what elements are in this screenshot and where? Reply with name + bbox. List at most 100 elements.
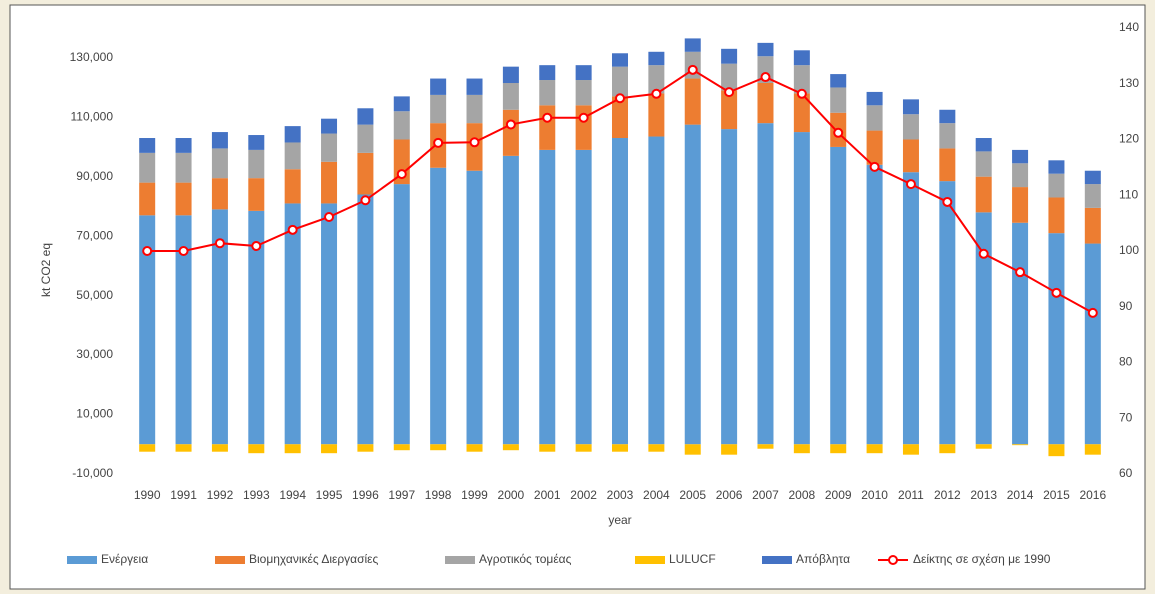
bar-segment	[1048, 233, 1065, 445]
x-tick-label: 1999	[461, 488, 488, 502]
bar-segment	[830, 444, 847, 454]
bar-segment	[539, 444, 556, 452]
bar-segment	[248, 210, 265, 445]
bar-segment	[502, 444, 519, 451]
bar-segment	[684, 444, 701, 455]
bar-segment	[866, 164, 883, 445]
x-tick-label: 1995	[316, 488, 343, 502]
bar-segment	[721, 48, 738, 64]
bar-segment	[721, 129, 738, 445]
bar-segment	[975, 444, 992, 449]
line-marker	[324, 211, 335, 222]
bar-segment	[393, 444, 410, 451]
bar-segment	[757, 123, 774, 445]
line-marker	[796, 88, 807, 99]
bar-segment	[1012, 187, 1029, 223]
bar-segment	[1084, 207, 1101, 244]
bar-segment	[793, 444, 810, 454]
line-marker	[1087, 307, 1098, 318]
bar-segment	[902, 444, 919, 455]
line-marker	[251, 240, 262, 251]
bar-segment	[1084, 170, 1101, 185]
bar-segment	[284, 444, 301, 454]
line-marker	[905, 179, 916, 190]
bar-segment	[284, 142, 301, 170]
bar-segment	[902, 172, 919, 445]
bar-segment	[1012, 149, 1029, 164]
x-tick-label: 1994	[279, 488, 306, 502]
bar-segment	[902, 99, 919, 115]
bar-segment	[466, 444, 483, 452]
line-marker	[542, 112, 553, 123]
legend-swatch	[67, 556, 97, 564]
bar-segment	[1084, 243, 1101, 445]
bar-segment	[248, 178, 265, 211]
legend-swatch	[635, 556, 665, 564]
bar-segment	[357, 152, 374, 195]
line-marker	[214, 238, 225, 249]
line-marker	[287, 224, 298, 235]
bar-segment	[684, 78, 701, 125]
bar-segment	[139, 152, 156, 183]
bar-segment	[648, 444, 665, 452]
bar-segment	[321, 161, 338, 204]
line-marker	[615, 93, 625, 104]
bar-segment	[684, 124, 701, 445]
bar-segment	[1048, 444, 1065, 457]
bar-segment	[357, 444, 374, 452]
bar-segment	[248, 149, 265, 179]
bar-segment	[430, 78, 447, 95]
bar-segment	[939, 109, 956, 124]
bar-segment	[466, 170, 483, 445]
legend-marker	[888, 555, 898, 565]
bar-segment	[393, 96, 410, 112]
bar-segment	[648, 93, 665, 137]
y-axis-label: kt CO2 eq	[39, 243, 53, 297]
y-tick-label: 110,000	[71, 109, 114, 123]
bar-segment	[248, 444, 265, 454]
bar-segment	[175, 182, 192, 216]
bar-segment	[139, 138, 156, 153]
bar-segment	[793, 65, 810, 94]
bar-segment	[575, 149, 592, 445]
bar-segment	[1012, 444, 1029, 446]
y2-tick-label: 130	[1119, 76, 1139, 90]
bar-segment	[611, 96, 629, 139]
legend-swatch	[215, 556, 245, 564]
bar-segment	[430, 167, 447, 445]
y2-tick-label: 60	[1119, 466, 1133, 480]
x-tick-label: 2016	[1079, 488, 1106, 502]
bar-segment	[357, 124, 374, 153]
bar-segment	[866, 105, 883, 131]
x-axis-label: year	[608, 513, 631, 527]
bar-segment	[757, 42, 774, 57]
x-tick-label: 2006	[716, 488, 743, 502]
y2-tick-label: 120	[1119, 132, 1139, 146]
line-marker	[1051, 287, 1062, 298]
y-tick-label: 70,000	[76, 228, 113, 242]
bar-segment	[575, 105, 592, 150]
line-marker	[469, 137, 480, 148]
bar-segment	[139, 182, 156, 216]
line-marker	[833, 127, 844, 138]
bar-segment	[757, 83, 774, 124]
x-tick-label: 2011	[898, 488, 924, 502]
x-tick-label: 2009	[825, 488, 852, 502]
bar-segment	[139, 444, 156, 452]
x-tick-label: 2008	[789, 488, 816, 502]
bar-segment	[975, 151, 992, 177]
bar-segment	[902, 114, 919, 140]
bar-segment	[1048, 160, 1065, 174]
bar-segment	[975, 176, 992, 213]
bar-segment	[648, 136, 665, 445]
y2-tick-label: 90	[1119, 299, 1133, 313]
bar-segment	[430, 94, 447, 124]
bar-segment	[866, 130, 883, 165]
bar-segment	[575, 65, 592, 81]
bar-segment	[175, 215, 192, 445]
bar-segment	[1048, 197, 1065, 234]
y-tick-label: 10,000	[76, 407, 113, 421]
bar-segment	[539, 149, 556, 445]
bar-segment	[902, 139, 919, 173]
